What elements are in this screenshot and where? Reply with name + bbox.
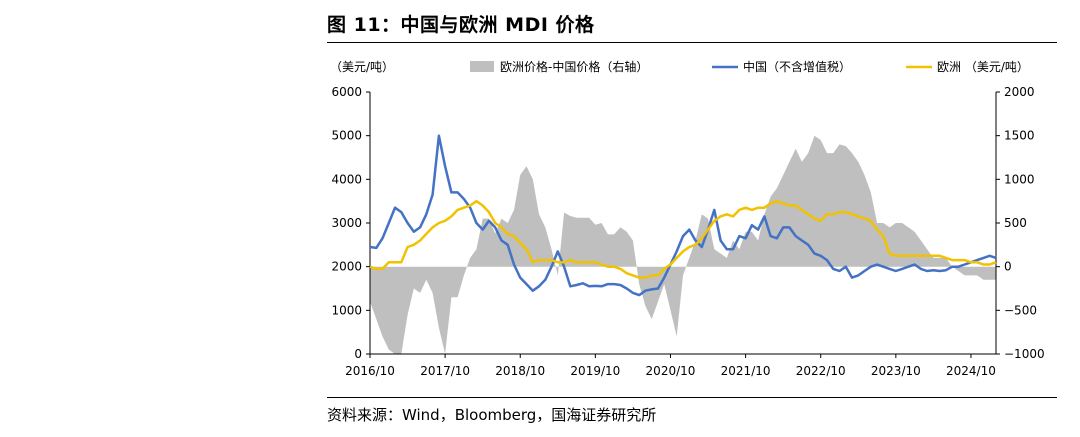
source-note: 资料来源：Wind，Bloomberg，国海证券研究所 (327, 406, 657, 424)
left-tick-label: 6000 (331, 85, 362, 99)
series-europe-line (369, 199, 997, 279)
right-tick-label: −1000 (1004, 347, 1045, 361)
legend-label-china: 中国（不含增值税） (743, 59, 851, 74)
left-tick-label: 0 (354, 347, 362, 361)
plot-area: 0 1000 2000 3000 4000 5000 6000 −1000 −500 0 500 10… (331, 85, 1044, 378)
legend-label-spread: 欧洲价格-中国价格（右轴） (500, 59, 648, 74)
legend: 欧洲价格-中国价格（右轴） 中国（不含增值税） 欧洲 （美元/吨） (470, 59, 1029, 74)
right-tick-label: 500 (1004, 216, 1027, 230)
x-tick-label: 2022/10 (796, 364, 846, 378)
left-tick-label: 1000 (331, 303, 362, 317)
left-axis-unit-label: （美元/吨） (330, 60, 394, 74)
x-tick-label: 2021/10 (721, 364, 771, 378)
series-china-line (369, 134, 997, 297)
series-spread-area (370, 135, 996, 354)
top-rule (327, 42, 1057, 43)
right-tick-label: 0 (1004, 260, 1012, 274)
legend-label-europe: 欧洲 （美元/吨） (937, 60, 1029, 74)
x-tick-label: 2024/10 (946, 364, 996, 378)
x-tick-label: 2023/10 (871, 364, 921, 378)
right-tick-label: 1000 (1004, 172, 1035, 186)
x-tick-label: 2019/10 (570, 364, 620, 378)
left-tick-label: 2000 (331, 260, 362, 274)
right-tick-label: −500 (1004, 303, 1037, 317)
x-tick-label: 2018/10 (495, 364, 545, 378)
legend-swatch-spread (470, 61, 494, 72)
left-tick-label: 3000 (331, 216, 362, 230)
x-tick-label: 2017/10 (420, 364, 470, 378)
right-tick-label: 2000 (1004, 85, 1035, 99)
x-tick-label: 2016/10 (345, 364, 395, 378)
left-tick-label: 5000 (331, 129, 362, 143)
chart-title: 图 11：中国与欧洲 MDI 价格 (327, 14, 595, 36)
left-tick-label: 4000 (331, 172, 362, 186)
right-tick-label: 1500 (1004, 129, 1035, 143)
x-tick-label: 2020/10 (646, 364, 696, 378)
bottom-rule (327, 397, 1057, 398)
